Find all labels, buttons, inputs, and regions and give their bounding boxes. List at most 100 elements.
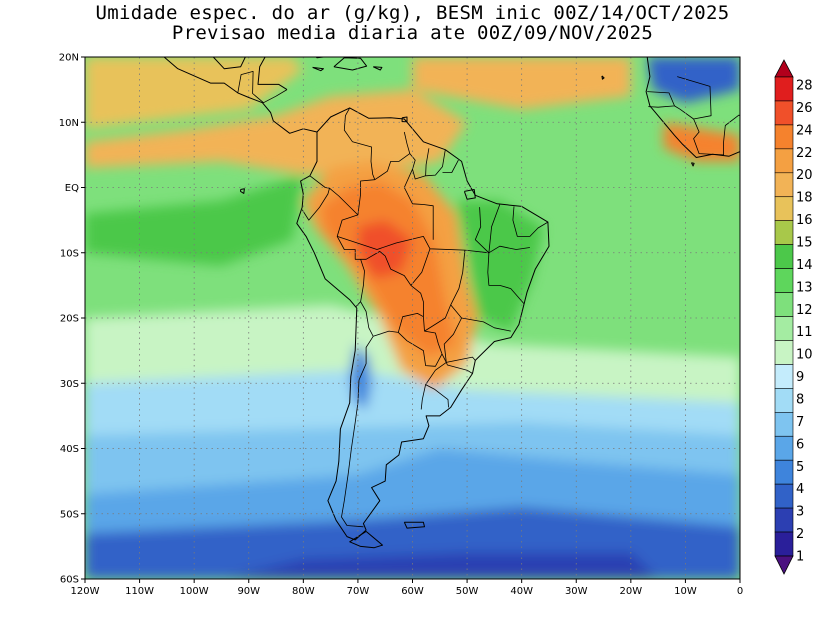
border-paraguay-brazil bbox=[423, 316, 443, 355]
colorbar-segment bbox=[774, 483, 794, 509]
x-tick-label: 90W bbox=[237, 586, 260, 597]
colorbar-label: 20 bbox=[796, 168, 813, 183]
border-colombia-venezuela bbox=[343, 107, 376, 180]
y-tick-label: 30S bbox=[60, 379, 79, 390]
coastline-central-america bbox=[163, 57, 318, 134]
field-region-gulf-guinea-22 bbox=[663, 122, 740, 162]
colorbar-bottom-arrow bbox=[774, 555, 794, 575]
coastline-bioko bbox=[690, 162, 695, 167]
coastline-trinidad bbox=[401, 116, 408, 123]
coastline-south-america bbox=[296, 107, 550, 541]
country-borders bbox=[237, 71, 740, 528]
lat-lon-grid bbox=[85, 57, 740, 579]
border-brazil-states-9 bbox=[512, 206, 549, 237]
colorbar-label: 7 bbox=[796, 415, 804, 430]
colorbar-label: 15 bbox=[796, 236, 813, 251]
field-region-africa-dry bbox=[647, 57, 740, 103]
colorbar-label: 24 bbox=[796, 123, 813, 138]
map-title-line-1: Umidade espec. do ar (g/kg), BESM inic 0… bbox=[95, 2, 730, 24]
border-peru-brazil bbox=[336, 214, 361, 260]
border-brazil-states-6 bbox=[474, 207, 525, 304]
field-region-east-pacific-14 bbox=[85, 174, 304, 266]
border-ecuador-peru bbox=[301, 188, 330, 221]
border-colombia-ecuador-peru bbox=[309, 175, 375, 216]
colorbar-label: 16 bbox=[796, 213, 813, 228]
border-brazil-states-8 bbox=[445, 362, 473, 374]
border-bolivia-brazil bbox=[360, 250, 424, 317]
map-title-line-2: Previsao media diaria ate 00Z/09/NOV/202… bbox=[171, 22, 654, 44]
colorbar-label: 4 bbox=[796, 482, 804, 497]
colorbar-label: 8 bbox=[796, 393, 804, 408]
coastline-galapagos bbox=[240, 188, 245, 194]
colorbar-label: 14 bbox=[796, 258, 813, 273]
latitude-ticks: 20N 10N EQ 10S 20S 30S 40S 50S 60S bbox=[59, 53, 85, 586]
y-tick-label: 50S bbox=[60, 509, 79, 520]
y-tick-label: 10N bbox=[59, 118, 79, 129]
border-uruguay-arg bbox=[420, 384, 426, 410]
border-brazil-states-10 bbox=[488, 204, 501, 253]
colorbar-label: 12 bbox=[796, 303, 813, 318]
colorbar-label: 5 bbox=[796, 460, 804, 475]
x-tick-label: 120W bbox=[71, 586, 100, 597]
coastline-hispaniola bbox=[333, 57, 368, 71]
colorbar-segment bbox=[774, 459, 794, 485]
coastline-marajo bbox=[463, 189, 476, 200]
y-tick-label: 20N bbox=[59, 53, 79, 64]
border-paraguay-arg bbox=[398, 332, 443, 367]
x-tick-label: 30W bbox=[565, 586, 588, 597]
colorbar-label: 28 bbox=[796, 79, 813, 94]
border-west-africa-borders-2 bbox=[647, 91, 675, 108]
coastlines bbox=[163, 57, 740, 549]
coastline-jamaica bbox=[312, 66, 324, 72]
colorbar-segment bbox=[774, 316, 794, 341]
border-brazil-states-4 bbox=[450, 250, 511, 332]
border-peru-bolivia-chile bbox=[355, 259, 365, 308]
x-tick-label: 20W bbox=[620, 586, 643, 597]
colorbar-segment bbox=[774, 364, 794, 389]
border-bolivia-paraguay-arg bbox=[373, 312, 424, 337]
border-brazil-states-2 bbox=[403, 169, 434, 240]
border-guyana-suriname bbox=[409, 148, 430, 180]
x-tick-label: 110W bbox=[125, 586, 154, 597]
colorbar-label: 10 bbox=[796, 348, 813, 363]
x-tick-label: 70W bbox=[347, 586, 370, 597]
colorbar-label: 22 bbox=[796, 146, 813, 161]
border-west-africa-borders-3 bbox=[677, 76, 712, 120]
border-suriname-fguiana bbox=[425, 149, 446, 177]
colorbar-top-arrow bbox=[774, 59, 794, 78]
coastline-cape-verde bbox=[601, 75, 605, 80]
colorbar-segment bbox=[774, 196, 794, 222]
coastline-tierra-del-fuego bbox=[349, 530, 383, 549]
longitude-ticks: 120W 110W 100W 90W 80W 70W 60W 50W 40W 30W 20W 10W 0 bbox=[71, 579, 743, 597]
plot-area bbox=[85, 57, 740, 579]
x-tick-label: 60W bbox=[401, 586, 424, 597]
field-region-amazon-24 bbox=[357, 220, 413, 279]
coastline-cuba bbox=[315, 57, 328, 59]
colorbar-label: 6 bbox=[796, 437, 804, 452]
border-fguiana-brazil bbox=[442, 159, 459, 173]
colorbar-segment bbox=[774, 388, 794, 413]
colorbar-segment bbox=[774, 244, 794, 269]
colorbar-label: 2 bbox=[796, 527, 804, 542]
colorbar-segment bbox=[774, 292, 794, 317]
colorbar-segment bbox=[774, 148, 794, 174]
border-venezuela-guyana bbox=[374, 131, 411, 181]
border-brazil-states-1 bbox=[337, 235, 530, 254]
colorbar-segment bbox=[774, 172, 794, 198]
coastline-puerto-rico bbox=[372, 66, 383, 71]
colorbar-segment bbox=[774, 76, 794, 102]
y-tick-label: 40S bbox=[60, 444, 79, 455]
colorbar-segment bbox=[774, 124, 794, 150]
y-tick-label: 60S bbox=[60, 575, 79, 586]
x-tick-label: 10W bbox=[674, 586, 697, 597]
colorbar-label: 1 bbox=[796, 550, 804, 565]
colorbar-segment bbox=[774, 340, 794, 365]
field-region-deep-south-core bbox=[221, 552, 659, 579]
colorbar-segment bbox=[774, 507, 794, 533]
border-chile-bolivia-arg bbox=[341, 301, 374, 528]
colorbar-segment bbox=[774, 100, 794, 126]
colorbar: 28 26 24 22 20 18 16 15 14 13 12 11 10 9 8 7 6 5 4 3 2 1 bbox=[774, 59, 813, 575]
y-tick-label: 10S bbox=[60, 248, 79, 259]
colorbar-segment bbox=[774, 435, 794, 461]
